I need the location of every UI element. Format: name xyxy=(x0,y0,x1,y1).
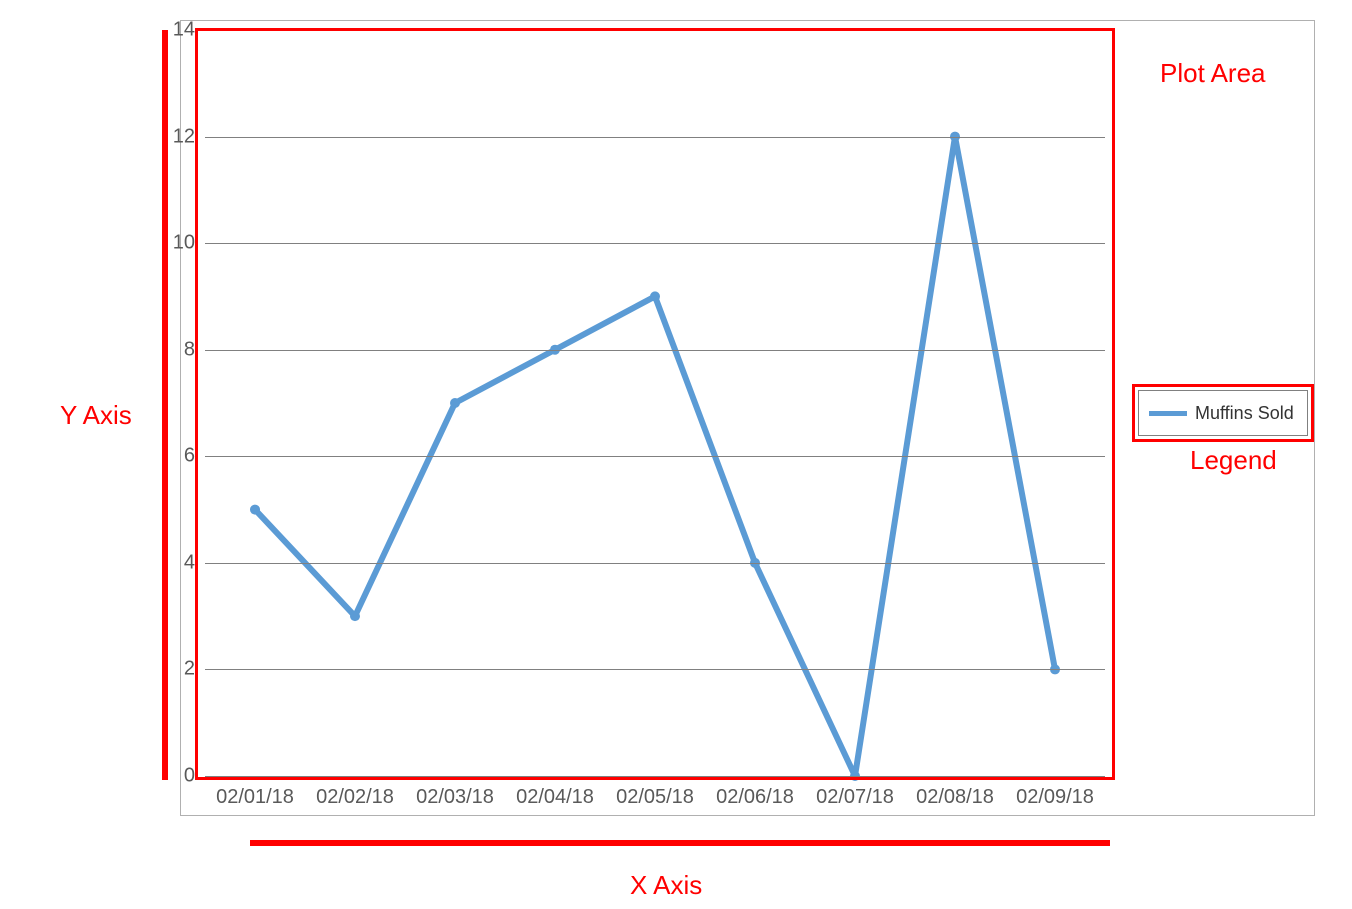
x-tick-label: 02/07/18 xyxy=(816,786,894,809)
y-tick-label: 14 xyxy=(155,19,195,42)
annotation-plot-area-label: Plot Area xyxy=(1160,58,1266,89)
y-tick-label: 6 xyxy=(155,445,195,468)
annotation-x-axis-bar xyxy=(250,840,1110,846)
x-tick-label: 02/06/18 xyxy=(716,786,794,809)
x-tick-label: 02/05/18 xyxy=(616,786,694,809)
y-tick-label: 0 xyxy=(155,765,195,788)
y-tick-label: 12 xyxy=(155,125,195,148)
y-tick-label: 4 xyxy=(155,551,195,574)
x-tick-label: 02/03/18 xyxy=(416,786,494,809)
annotation-plot-area-rect xyxy=(195,28,1115,780)
annotation-x-axis-label: X Axis xyxy=(630,870,702,901)
annotation-y-axis-bar xyxy=(162,30,168,780)
x-tick-label: 02/02/18 xyxy=(316,786,394,809)
y-tick-label: 2 xyxy=(155,658,195,681)
y-tick-label: 10 xyxy=(155,232,195,255)
annotation-legend-label: Legend xyxy=(1190,445,1277,476)
annotation-legend-rect xyxy=(1132,384,1314,442)
x-tick-label: 02/09/18 xyxy=(1016,786,1094,809)
x-tick-label: 02/01/18 xyxy=(216,786,294,809)
y-tick-label: 8 xyxy=(155,338,195,361)
annotation-y-axis-label: Y Axis xyxy=(60,400,132,431)
canvas: 0 2 4 6 8 10 12 14 02/01/18 02/02/18 02/03/18 02/0… xyxy=(0,0,1352,909)
x-tick-label: 02/04/18 xyxy=(516,786,594,809)
x-tick-label: 02/08/18 xyxy=(916,786,994,809)
